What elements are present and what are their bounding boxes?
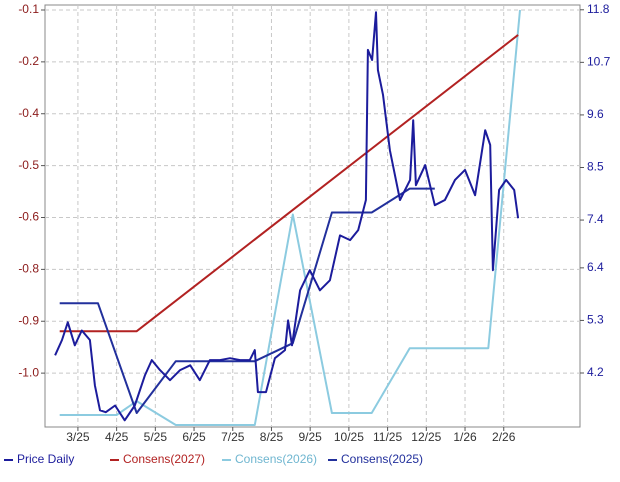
y-tick-label: -0.6	[18, 210, 39, 224]
legend-label: Consens(2027)	[123, 452, 205, 466]
y2-tick-label: 10.7	[587, 55, 611, 69]
y-tick-label: -0.1	[18, 2, 39, 16]
x-tick-label: 1/26	[453, 430, 477, 444]
y-tick-label: -0.8	[18, 262, 39, 276]
y2-tick-label: 4.2	[587, 365, 604, 379]
series-line	[54, 11, 520, 422]
x-tick-label: 11/25	[373, 430, 402, 444]
x-tick-label: 2/26	[492, 430, 516, 444]
series-line	[59, 187, 435, 414]
legend-label: Consens(2026)	[235, 452, 317, 466]
x-tick-label: 9/25	[298, 430, 322, 444]
y2-tick-label: 8.5	[587, 160, 604, 174]
y-tick-label: -0.5	[18, 158, 39, 172]
legend-label: Price Daily	[17, 452, 74, 466]
y2-tick-label: 9.6	[587, 107, 604, 121]
x-tick-label: 3/25	[66, 430, 90, 444]
y2-tick-label: 6.4	[587, 260, 604, 274]
y-tick-label: -0.2	[18, 54, 39, 68]
y2-tick-label: 11.8	[587, 2, 610, 16]
x-tick-label: 5/25	[144, 430, 168, 444]
x-tick-label: 7/25	[221, 430, 245, 444]
legend-label: Consens(2025)	[341, 452, 423, 466]
x-tick-label: 4/25	[105, 430, 129, 444]
y2-tick-label: 7.4	[587, 212, 604, 226]
y2-tick-label: 5.3	[587, 313, 604, 327]
x-tick-label: 12/25	[411, 430, 441, 444]
x-tick-label: 10/25	[334, 430, 364, 444]
y-tick-label: -0.9	[18, 313, 39, 327]
series-line	[59, 9, 521, 426]
series-line	[59, 34, 519, 333]
x-tick-label: 6/25	[182, 430, 206, 444]
y-tick-label: -1.0	[18, 365, 39, 379]
x-tick-label: 8/25	[260, 430, 284, 444]
y-tick-label: -0.4	[18, 106, 39, 120]
